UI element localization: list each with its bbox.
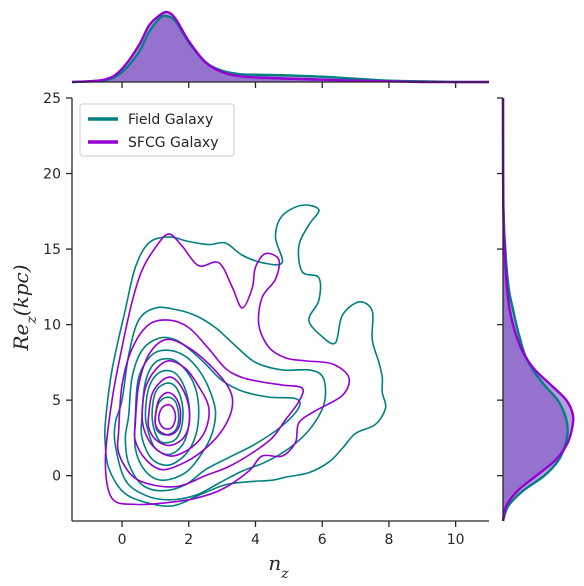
y-tick-label: 5	[52, 393, 61, 409]
contour-field-level-8	[154, 396, 180, 436]
legend-box	[79, 103, 235, 157]
contour-sfcg-level-5	[147, 376, 191, 447]
contour-group	[103, 204, 387, 507]
contour-sfcg-level-1	[104, 233, 351, 506]
right-marginal-plot	[497, 97, 575, 522]
contour-field-level-7	[151, 382, 184, 444]
y-tick-label: 15	[43, 242, 61, 258]
right-marginal-fill-sfcg	[503, 98, 574, 521]
contour-field-level-3	[124, 336, 301, 492]
x-tick-label: 6	[318, 532, 327, 548]
x-tick-label: 8	[384, 532, 393, 548]
top-marginal-plot	[71, 10, 490, 88]
x-tick-label: 4	[251, 532, 260, 548]
y-axis-title: Rez(kpc)	[9, 264, 40, 351]
top-marginal-fill-sfcg	[72, 11, 489, 83]
legend: Field Galaxy SFCG Galaxy	[79, 103, 235, 157]
contour-field-level-1	[103, 204, 387, 507]
right-marginal-curve-sfcg	[501, 97, 575, 522]
y-tick-label: 20	[43, 167, 61, 183]
top-marginal-curve-sfcg	[71, 10, 490, 84]
contour-sfcg-level-6	[154, 391, 182, 436]
legend-label-field: Field Galaxy	[128, 112, 213, 128]
main-plot-area: 0 2 4 6 8 10 0 5 10 15 20 25 nz Rez(kpc)	[9, 91, 489, 582]
legend-label-sfcg: SFCG Galaxy	[128, 135, 218, 151]
y-tick-label: 0	[52, 469, 61, 485]
y-tick-label: 25	[43, 91, 61, 107]
contour-sfcg-level-2	[116, 319, 305, 488]
contour-field-level-5	[140, 357, 200, 467]
contour-field-level-2	[113, 306, 327, 501]
contour-sfcg-level-4	[141, 360, 210, 457]
y-tick-label: 10	[43, 318, 61, 334]
x-tick-label: 10	[447, 532, 465, 548]
contour-sfcg-level-3	[133, 338, 234, 471]
contour-field-level-4	[133, 349, 217, 482]
x-tick-label: 0	[118, 532, 127, 548]
contour-sfcg-level-7	[157, 403, 177, 430]
x-axis-title: nz	[268, 551, 289, 582]
x-tick-label: 2	[184, 532, 193, 548]
